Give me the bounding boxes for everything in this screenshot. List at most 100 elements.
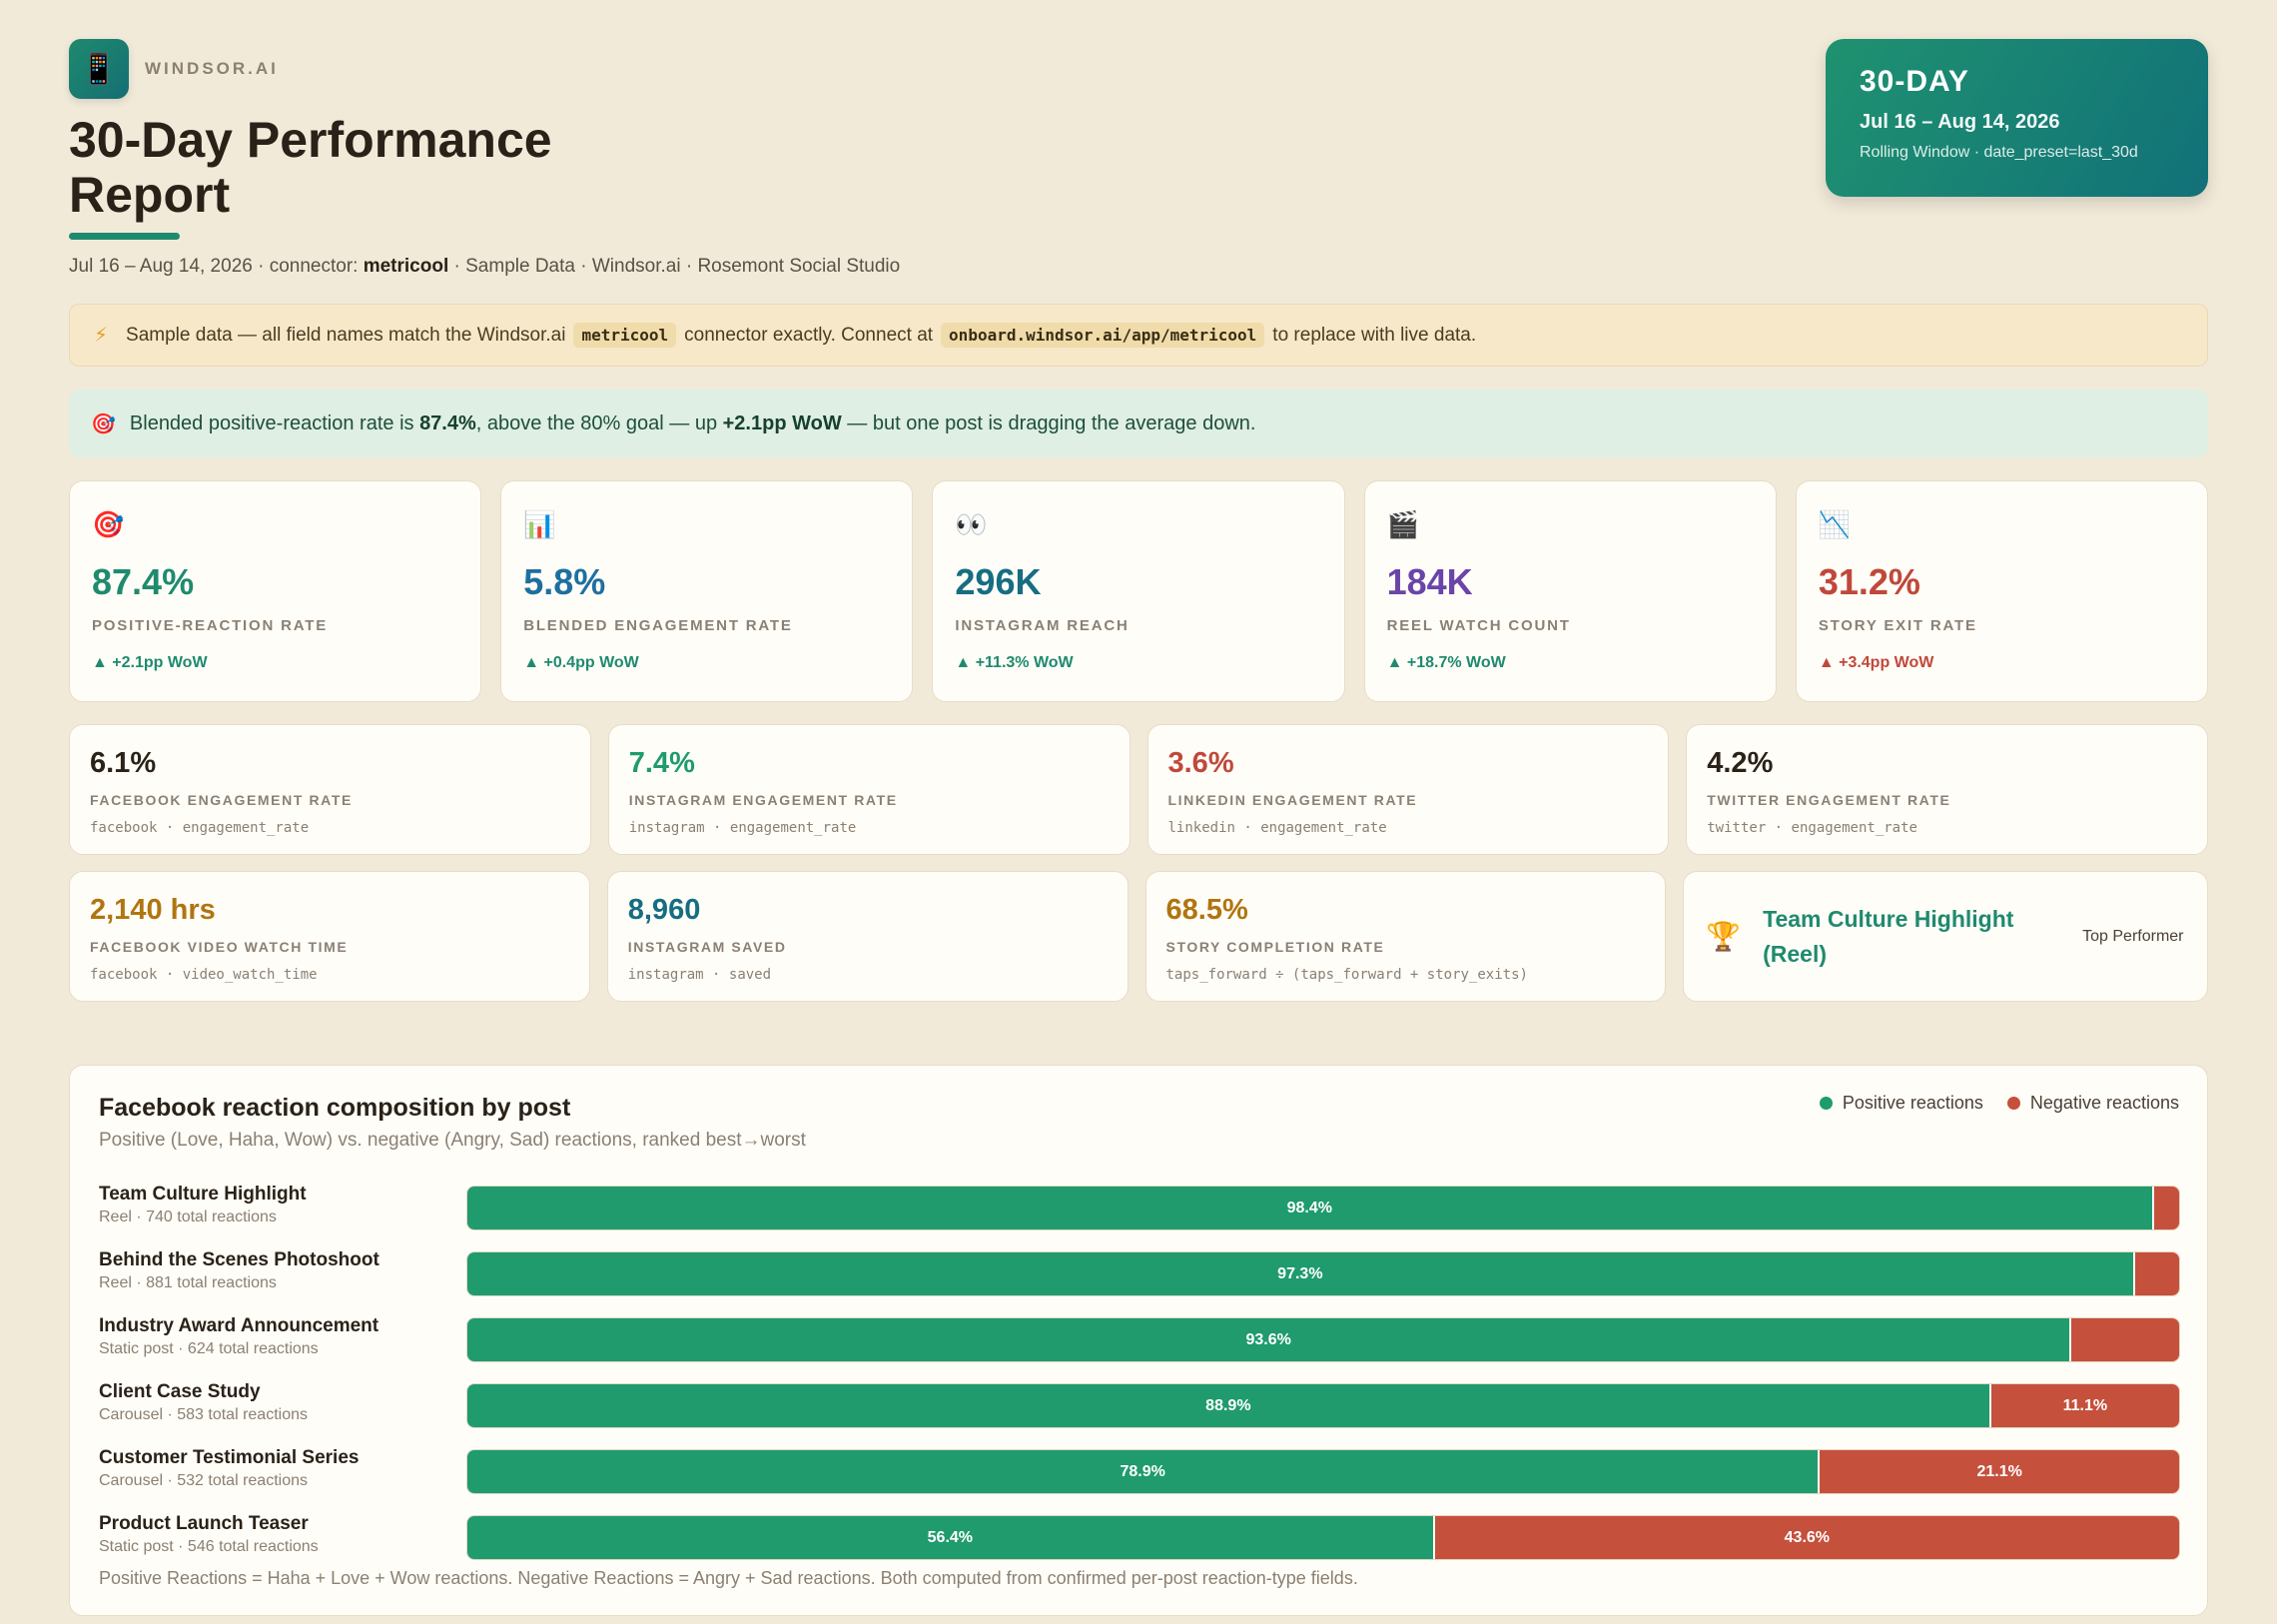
metric-field: instagram · engagement_rate	[628, 820, 857, 836]
metric-value: 6.1%	[90, 747, 157, 779]
title-underline	[69, 233, 180, 240]
post-name: Behind the Scenes Photoshoot	[99, 1249, 380, 1270]
kpi-card: 🎬 184K REEL WATCH COUNT ▲ +18.7% WoW	[1363, 480, 1777, 702]
metric-label: STORY COMPLETION RATE	[1165, 939, 1385, 955]
stacked-bar: 97.3%	[466, 1251, 2180, 1296]
metric-card: 6.1% FACEBOOK ENGAGEMENT RATE facebook ·…	[69, 724, 591, 855]
target-icon: 🎯	[91, 412, 116, 435]
kpi-card: 🎯 87.4% POSITIVE-REACTION RATE ▲ +2.1pp …	[69, 480, 482, 702]
kpi-value: 184K	[1386, 561, 1473, 602]
sample-data-notice: ⚡ Sample data — all field names match th…	[69, 304, 2208, 367]
kpi-row: 🎯 87.4% POSITIVE-REACTION RATE ▲ +2.1pp …	[69, 480, 2209, 702]
legend-dot-negative	[2006, 1097, 2020, 1110]
subtitle-connector: metricool	[363, 256, 449, 277]
post-meta: Carousel · 583 total reactions	[99, 1406, 308, 1423]
chart-row: Customer Testimonial Series Carousel · 53…	[99, 1441, 2180, 1507]
kpi-delta: ▲ +18.7% WoW	[1386, 654, 1506, 671]
chart-subtitle: Positive (Love, Haha, Wow) vs. negative …	[99, 1130, 806, 1151]
subtitle-rest: · Sample Data · Windsor.ai · Rosemont So…	[448, 256, 901, 277]
kpi-delta: ▲ +2.1pp WoW	[92, 654, 208, 671]
kpi-delta: ▲ +11.3% WoW	[955, 654, 1074, 671]
trophy-icon: 🏆	[1706, 921, 1742, 952]
page-title: 30-Day Performance Report	[69, 112, 552, 223]
target-icon: 🎯	[92, 509, 125, 539]
bar-segment-negative: 11.1%	[1988, 1384, 2179, 1427]
kpi-label: BLENDED ENGAGEMENT RATE	[523, 617, 793, 634]
chart-row: Product Launch Teaser Static post · 546 t…	[99, 1507, 2180, 1573]
kpi-value: 31.2%	[1818, 561, 1920, 602]
clapperboard-icon: 🎬	[1386, 509, 1419, 539]
metric-label: INSTAGRAM ENGAGEMENT RATE	[628, 792, 898, 808]
metric-row-1: 6.1% FACEBOOK ENGAGEMENT RATE facebook ·…	[69, 724, 2208, 855]
stacked-bar: 78.9% 21.1%	[466, 1449, 2180, 1494]
window-label: 30-DAY	[1860, 65, 1969, 98]
bar-segment-negative	[2069, 1318, 2179, 1361]
kpi-card: 📊 5.8% BLENDED ENGAGEMENT RATE ▲ +0.4pp …	[500, 480, 914, 702]
chart-row: Behind the Scenes Photoshoot Reel · 881 t…	[99, 1243, 2180, 1309]
phone-icon: 📱	[69, 39, 129, 99]
metric-value: 3.6%	[1167, 747, 1234, 779]
metric-card: 3.6% LINKEDIN ENGAGEMENT RATE linkedin ·…	[1146, 724, 1670, 855]
post-meta: Reel · 881 total reactions	[99, 1274, 277, 1291]
chart-title: Facebook reaction composition by post	[99, 1094, 571, 1122]
chart-footnote: Positive Reactions = Haha + Love + Wow r…	[99, 1568, 1358, 1588]
metric-field: facebook · video_watch_time	[90, 967, 318, 983]
metric-field: taps_forward ÷ (taps_forward + story_exi…	[1165, 967, 1528, 983]
bar-segment-positive: 97.3%	[467, 1252, 2133, 1295]
metric-label: FACEBOOK ENGAGEMENT RATE	[90, 792, 353, 808]
eyes-icon: 👀	[955, 509, 988, 539]
metric-row-2: 2,140 hrs FACEBOOK VIDEO WATCH TIME face…	[69, 871, 2208, 1002]
metric-value: 7.4%	[628, 747, 695, 779]
top-performer-badge: Top Performer	[2082, 927, 2184, 945]
notice-text-2: connector exactly. Connect at	[684, 324, 934, 346]
insight-banner: 🎯 Blended positive-reaction rate is 87.4…	[69, 390, 2208, 457]
top-performer-card: 🏆 Team Culture Highlight (Reel) Top Perf…	[1683, 871, 2208, 1002]
notice-code-url[interactable]: onboard.windsor.ai/app/metricool	[941, 323, 1265, 348]
stacked-bar: 98.4%	[466, 1186, 2180, 1230]
stacked-bar: 56.4% 43.6%	[466, 1515, 2180, 1560]
metric-value: 2,140 hrs	[90, 894, 216, 926]
post-meta: Carousel · 532 total reactions	[99, 1472, 308, 1489]
brand-name: WINDSOR.AI	[145, 59, 279, 78]
bar-segment-negative	[2151, 1187, 2179, 1229]
kpi-label: INSTAGRAM REACH	[955, 617, 1130, 634]
post-name: Customer Testimonial Series	[99, 1447, 360, 1468]
insight-text: Blended positive-reaction rate is 87.4%,…	[129, 411, 1256, 434]
legend-dot-positive	[1819, 1097, 1833, 1110]
legend-positive: Positive reactions	[1819, 1093, 1983, 1114]
kpi-label: POSITIVE-REACTION RATE	[92, 617, 328, 634]
kpi-value: 296K	[955, 561, 1042, 602]
stacked-bar: 88.9% 11.1%	[466, 1383, 2180, 1428]
metric-card: 4.2% TWITTER ENGAGEMENT RATE twitter · e…	[1686, 724, 2208, 855]
metric-card: 68.5% STORY COMPLETION RATE taps_forward…	[1144, 871, 1667, 1002]
subtitle-range: Jul 16 – Aug 14, 2026	[69, 256, 253, 277]
post-meta: Static post · 624 total reactions	[99, 1340, 319, 1357]
bar-segment-negative: 21.1%	[1818, 1450, 2179, 1493]
lightning-icon: ⚡	[94, 325, 109, 347]
post-meta: Reel · 740 total reactions	[99, 1209, 277, 1225]
subtitle-connector-label: · connector:	[252, 256, 364, 277]
metric-field: facebook · engagement_rate	[90, 820, 310, 836]
legend-negative: Negative reactions	[2006, 1093, 2179, 1114]
page-subtitle: Jul 16 – Aug 14, 2026 · connector: metri…	[69, 256, 2208, 278]
metric-label: FACEBOOK VIDEO WATCH TIME	[90, 939, 349, 955]
date-window-card: 30-DAY Jul 16 – Aug 14, 2026 Rolling Win…	[1826, 39, 2208, 197]
notice-code-connector: metricool	[573, 323, 677, 348]
metric-field: linkedin · engagement_rate	[1167, 820, 1387, 836]
bar-segment-positive: 93.6%	[467, 1318, 2070, 1361]
metric-value: 4.2%	[1707, 747, 1774, 779]
post-meta: Static post · 546 total reactions	[99, 1538, 319, 1555]
metric-label: INSTAGRAM SAVED	[627, 939, 787, 955]
metric-card: 2,140 hrs FACEBOOK VIDEO WATCH TIME face…	[69, 871, 590, 1002]
metric-field: twitter · engagement_rate	[1707, 820, 1917, 836]
kpi-delta: ▲ +0.4pp WoW	[523, 654, 639, 671]
post-name: Product Launch Teaser	[99, 1513, 309, 1534]
post-name: Team Culture Highlight	[99, 1184, 307, 1205]
kpi-card: 📉 31.2% STORY EXIT RATE ▲ +3.4pp WoW	[1795, 480, 2209, 702]
window-meta: Rolling Window · date_preset=last_30d	[1860, 144, 2138, 161]
bar-segment-positive: 98.4%	[467, 1187, 2152, 1229]
metric-value: 68.5%	[1165, 894, 1248, 926]
window-range: Jul 16 – Aug 14, 2026	[1860, 111, 2060, 133]
metric-label: LINKEDIN ENGAGEMENT RATE	[1167, 792, 1418, 808]
chart-decreasing-icon: 📉	[1818, 509, 1852, 539]
